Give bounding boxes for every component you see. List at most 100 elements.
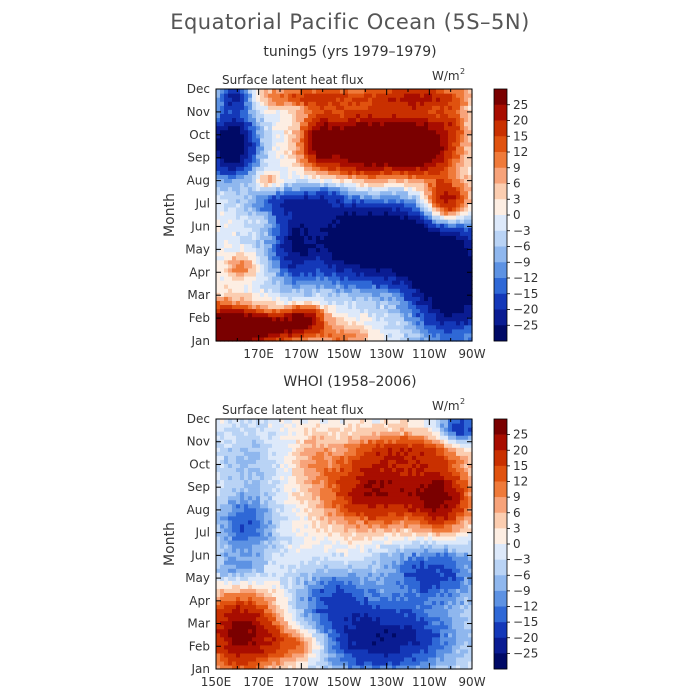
panel2-cell	[232, 580, 237, 585]
panel2-cell	[256, 548, 261, 553]
panel2-cell	[252, 535, 257, 541]
panel1-cell	[276, 316, 281, 322]
panel1-cell	[232, 336, 237, 342]
panel1-cell	[468, 235, 473, 240]
panel1-cell	[452, 312, 457, 318]
panel1-cell	[252, 109, 257, 114]
panel1-cell	[328, 158, 333, 163]
panel2-cell	[224, 600, 229, 606]
panel1-cell	[468, 231, 473, 236]
panel1-cell	[416, 93, 421, 98]
panel1-cell	[420, 219, 425, 224]
panel1-cell	[392, 215, 397, 220]
panel1-cell	[420, 105, 425, 110]
panel1-cell	[436, 284, 441, 289]
panel1-cell	[408, 320, 413, 326]
panel1-cell	[344, 312, 349, 318]
panel1-cell	[384, 158, 389, 163]
panel1-cell	[268, 133, 273, 139]
panel1-cell	[332, 101, 337, 106]
panel1-cell	[296, 210, 301, 216]
panel2-cell	[260, 656, 265, 662]
panel1-cell	[372, 267, 377, 273]
panel1-cell	[364, 89, 369, 94]
panel1-cell	[460, 235, 465, 240]
panel1-cell	[304, 137, 309, 143]
panel1-cell	[352, 129, 357, 135]
panel1-cell	[268, 316, 273, 322]
panel1-cell	[288, 259, 293, 265]
panel2-cell	[244, 600, 249, 606]
panel2-cell	[264, 511, 269, 517]
panel1-cell	[404, 174, 409, 180]
panel1-cell	[292, 125, 297, 131]
panel1-cell	[460, 170, 465, 175]
panel1-cell	[284, 190, 289, 196]
panel1-cell	[220, 312, 225, 318]
panel1-cell	[260, 219, 265, 224]
panel1-cell	[292, 304, 297, 310]
panel1-cell	[236, 141, 241, 147]
panel2-cell	[256, 527, 261, 533]
panel1-cell	[304, 109, 309, 114]
panel1-cell	[424, 113, 429, 119]
panel1-cell	[424, 182, 429, 188]
panel1-cell	[224, 202, 229, 208]
panel1-cell	[308, 255, 313, 261]
panel1-cell	[384, 170, 389, 175]
panel1-cell	[280, 113, 285, 119]
panel2-cell	[268, 564, 273, 569]
panel1-cell	[400, 121, 405, 127]
panel1-cell	[364, 219, 369, 224]
panel1-cell	[308, 288, 313, 293]
panel1-cell	[396, 239, 401, 245]
panel1-cell	[248, 121, 253, 127]
panel1-cell	[432, 145, 437, 151]
panel1-cell	[340, 328, 345, 334]
panel1-cell	[420, 170, 425, 175]
panel2-cell	[228, 660, 233, 666]
panel1-cell	[332, 206, 337, 212]
panel1-cell	[460, 198, 465, 204]
panel1-cell	[356, 267, 361, 273]
panel1-cell	[244, 255, 249, 261]
panel1-cell	[320, 97, 325, 102]
panel1-cell	[348, 198, 353, 204]
panel1-cell	[220, 190, 225, 196]
panel1-cell	[248, 154, 253, 159]
panel2-cell	[252, 588, 257, 593]
panel1-cell	[252, 93, 257, 98]
panel1-cell	[272, 198, 277, 204]
panel2-cell	[224, 535, 229, 541]
panel1-cell	[328, 101, 333, 106]
panel1-cell	[344, 227, 349, 232]
panel1-cell	[340, 284, 345, 289]
panel1-cell	[356, 304, 361, 310]
panel1-cell	[340, 113, 345, 119]
panel1-cell	[404, 284, 409, 289]
panel1-cell	[288, 332, 293, 338]
panel1-cell	[396, 255, 401, 261]
panel1-cell	[216, 336, 221, 342]
panel1-cell	[324, 267, 329, 273]
panel1-cell	[348, 288, 353, 293]
panel1-cell	[296, 154, 301, 159]
panel1-cell	[412, 251, 417, 257]
panel1-cell	[404, 235, 409, 240]
panel1-cell	[224, 129, 229, 135]
panel1-cell	[464, 219, 469, 224]
panel1-cell	[412, 239, 417, 245]
panel1-cell	[372, 166, 377, 171]
panel1-cell	[264, 125, 269, 131]
panel1-cell	[452, 324, 457, 330]
panel1-cell	[464, 271, 469, 277]
panel1-cell	[436, 101, 441, 106]
panel1-cell	[396, 190, 401, 196]
panel1-cell	[428, 174, 433, 180]
panel1-cell	[300, 251, 305, 257]
panel1-cell	[392, 210, 397, 216]
panel1-cell	[252, 255, 257, 261]
panel1-cell	[316, 320, 321, 326]
panel1-cell	[288, 158, 293, 163]
panel1-cell	[308, 182, 313, 188]
